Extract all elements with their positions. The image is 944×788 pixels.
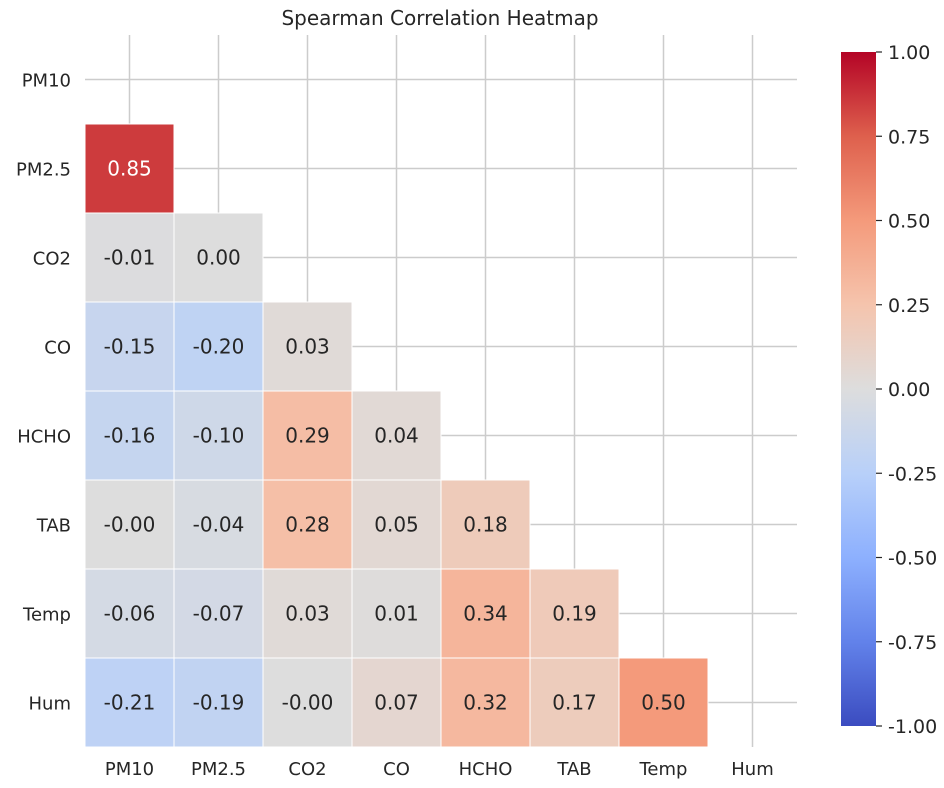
cell-value-label: -0.20 xyxy=(193,335,245,359)
heatmap-cell xyxy=(351,568,442,659)
x-axis-tick-labels: PM10 PM2.5 CO2 CO HCHO TAB Temp Hum xyxy=(105,759,774,780)
heatmap-cell xyxy=(262,479,353,570)
cell-value-label: 0.28 xyxy=(285,513,330,537)
cell-value-label: -0.00 xyxy=(104,513,156,537)
y-tick-label: Hum xyxy=(29,694,71,715)
cell-value-label: -0.15 xyxy=(104,335,156,359)
heatmap-cell xyxy=(84,479,175,570)
colorbar-tick-label: 0.50 xyxy=(888,211,930,233)
cell-value-label: -0.00 xyxy=(282,691,334,715)
y-axis-tick-labels: PM10 PM2.5 CO2 CO HCHO TAB Temp Hum xyxy=(16,71,71,715)
cell-value-label: 0.03 xyxy=(285,602,330,626)
heatmap-cell xyxy=(440,657,531,748)
x-tick-label: CO2 xyxy=(288,759,326,780)
cell-value-label: 0.50 xyxy=(641,691,686,715)
cell-value-label: 0.34 xyxy=(463,602,508,626)
cell-value-label: -0.06 xyxy=(104,602,156,626)
heatmap-cell xyxy=(173,390,264,481)
x-tick-label: TAB xyxy=(556,759,591,780)
y-tick-label: TAB xyxy=(36,516,71,537)
heatmap-cell xyxy=(84,568,175,659)
y-tick-label: PM2.5 xyxy=(16,160,71,181)
cell-value-label: 0.19 xyxy=(552,602,597,626)
chart-title: Spearman Correlation Heatmap xyxy=(281,6,598,30)
cell-value-label: 0.17 xyxy=(552,691,597,715)
heatmap-cell xyxy=(173,657,264,748)
heatmap-cell xyxy=(84,212,175,303)
cell-value-label: -0.16 xyxy=(104,424,156,448)
cell-value-label: 0.00 xyxy=(196,246,241,270)
heatmap-cells: 0.85 -0.01 0.00 -0.15 -0.20 0.03 -0.16 -0.10 0.2… xyxy=(84,123,709,748)
x-tick-label: Temp xyxy=(639,759,688,780)
y-tick-label: Temp xyxy=(22,605,71,626)
cell-value-label: 0.03 xyxy=(285,335,330,359)
cell-value-label: 0.85 xyxy=(107,157,152,181)
cell-value-label: -0.01 xyxy=(104,246,156,270)
cell-value-label: -0.04 xyxy=(193,513,245,537)
colorbar-tick-label: -1.00 xyxy=(888,716,937,738)
heatmap-cell xyxy=(440,479,531,570)
y-tick-label: CO2 xyxy=(33,249,71,270)
heatmap-cell xyxy=(262,657,353,748)
heatmap-cell xyxy=(262,568,353,659)
y-tick-label: HCHO xyxy=(17,427,71,448)
heatmap-cell xyxy=(84,390,175,481)
colorbar-tick-label: 0.75 xyxy=(888,126,930,148)
colorbar: 1.00 0.75 0.50 0.25 0.00 -0.25 -0.50 -0.75 -1.00 xyxy=(841,42,937,738)
x-tick-label: PM10 xyxy=(105,759,154,780)
cell-value-label: 0.05 xyxy=(374,513,419,537)
cell-value-label: -0.07 xyxy=(193,602,245,626)
heatmap-cell xyxy=(618,657,709,748)
heatmap-cell xyxy=(84,657,175,748)
colorbar-tick-label: -0.50 xyxy=(888,548,937,570)
heatmap-cell xyxy=(529,568,620,659)
colorbar-tick-label: -0.25 xyxy=(888,463,937,485)
y-tick-label: CO xyxy=(44,338,71,359)
heatmap-cell xyxy=(351,657,442,748)
colorbar-gradient xyxy=(841,52,876,726)
heatmap-cell xyxy=(351,479,442,570)
colorbar-tick-label: 0.00 xyxy=(888,379,930,401)
heatmap-cell xyxy=(351,390,442,481)
cell-value-label: 0.18 xyxy=(463,513,508,537)
colorbar-tick-label: -0.75 xyxy=(888,632,937,654)
y-tick-label: PM10 xyxy=(22,71,71,92)
heatmap-cell xyxy=(84,123,175,214)
x-tick-label: CO xyxy=(383,759,410,780)
cell-value-label: -0.10 xyxy=(193,424,245,448)
heatmap-cell xyxy=(440,568,531,659)
heatmap-cell xyxy=(173,212,264,303)
cell-value-label: 0.01 xyxy=(374,602,419,626)
colorbar-tick-label: 0.25 xyxy=(888,295,930,317)
colorbar-tick-label: 1.00 xyxy=(888,42,930,64)
heatmap-cell xyxy=(173,568,264,659)
cell-value-label: 0.07 xyxy=(374,691,419,715)
cell-value-label: -0.19 xyxy=(193,691,245,715)
heatmap-cell xyxy=(262,390,353,481)
heatmap-cell xyxy=(173,479,264,570)
x-tick-label: Hum xyxy=(731,759,773,780)
heatmap-cell xyxy=(84,301,175,392)
heatmap-cell xyxy=(529,657,620,748)
cell-value-label: 0.32 xyxy=(463,691,508,715)
heatmap-cell xyxy=(173,301,264,392)
x-tick-label: PM2.5 xyxy=(191,759,246,780)
cell-value-label: 0.29 xyxy=(285,424,330,448)
x-tick-label: HCHO xyxy=(459,759,513,780)
cell-value-label: 0.04 xyxy=(374,424,419,448)
heatmap-cell xyxy=(262,301,353,392)
cell-value-label: -0.21 xyxy=(104,691,156,715)
